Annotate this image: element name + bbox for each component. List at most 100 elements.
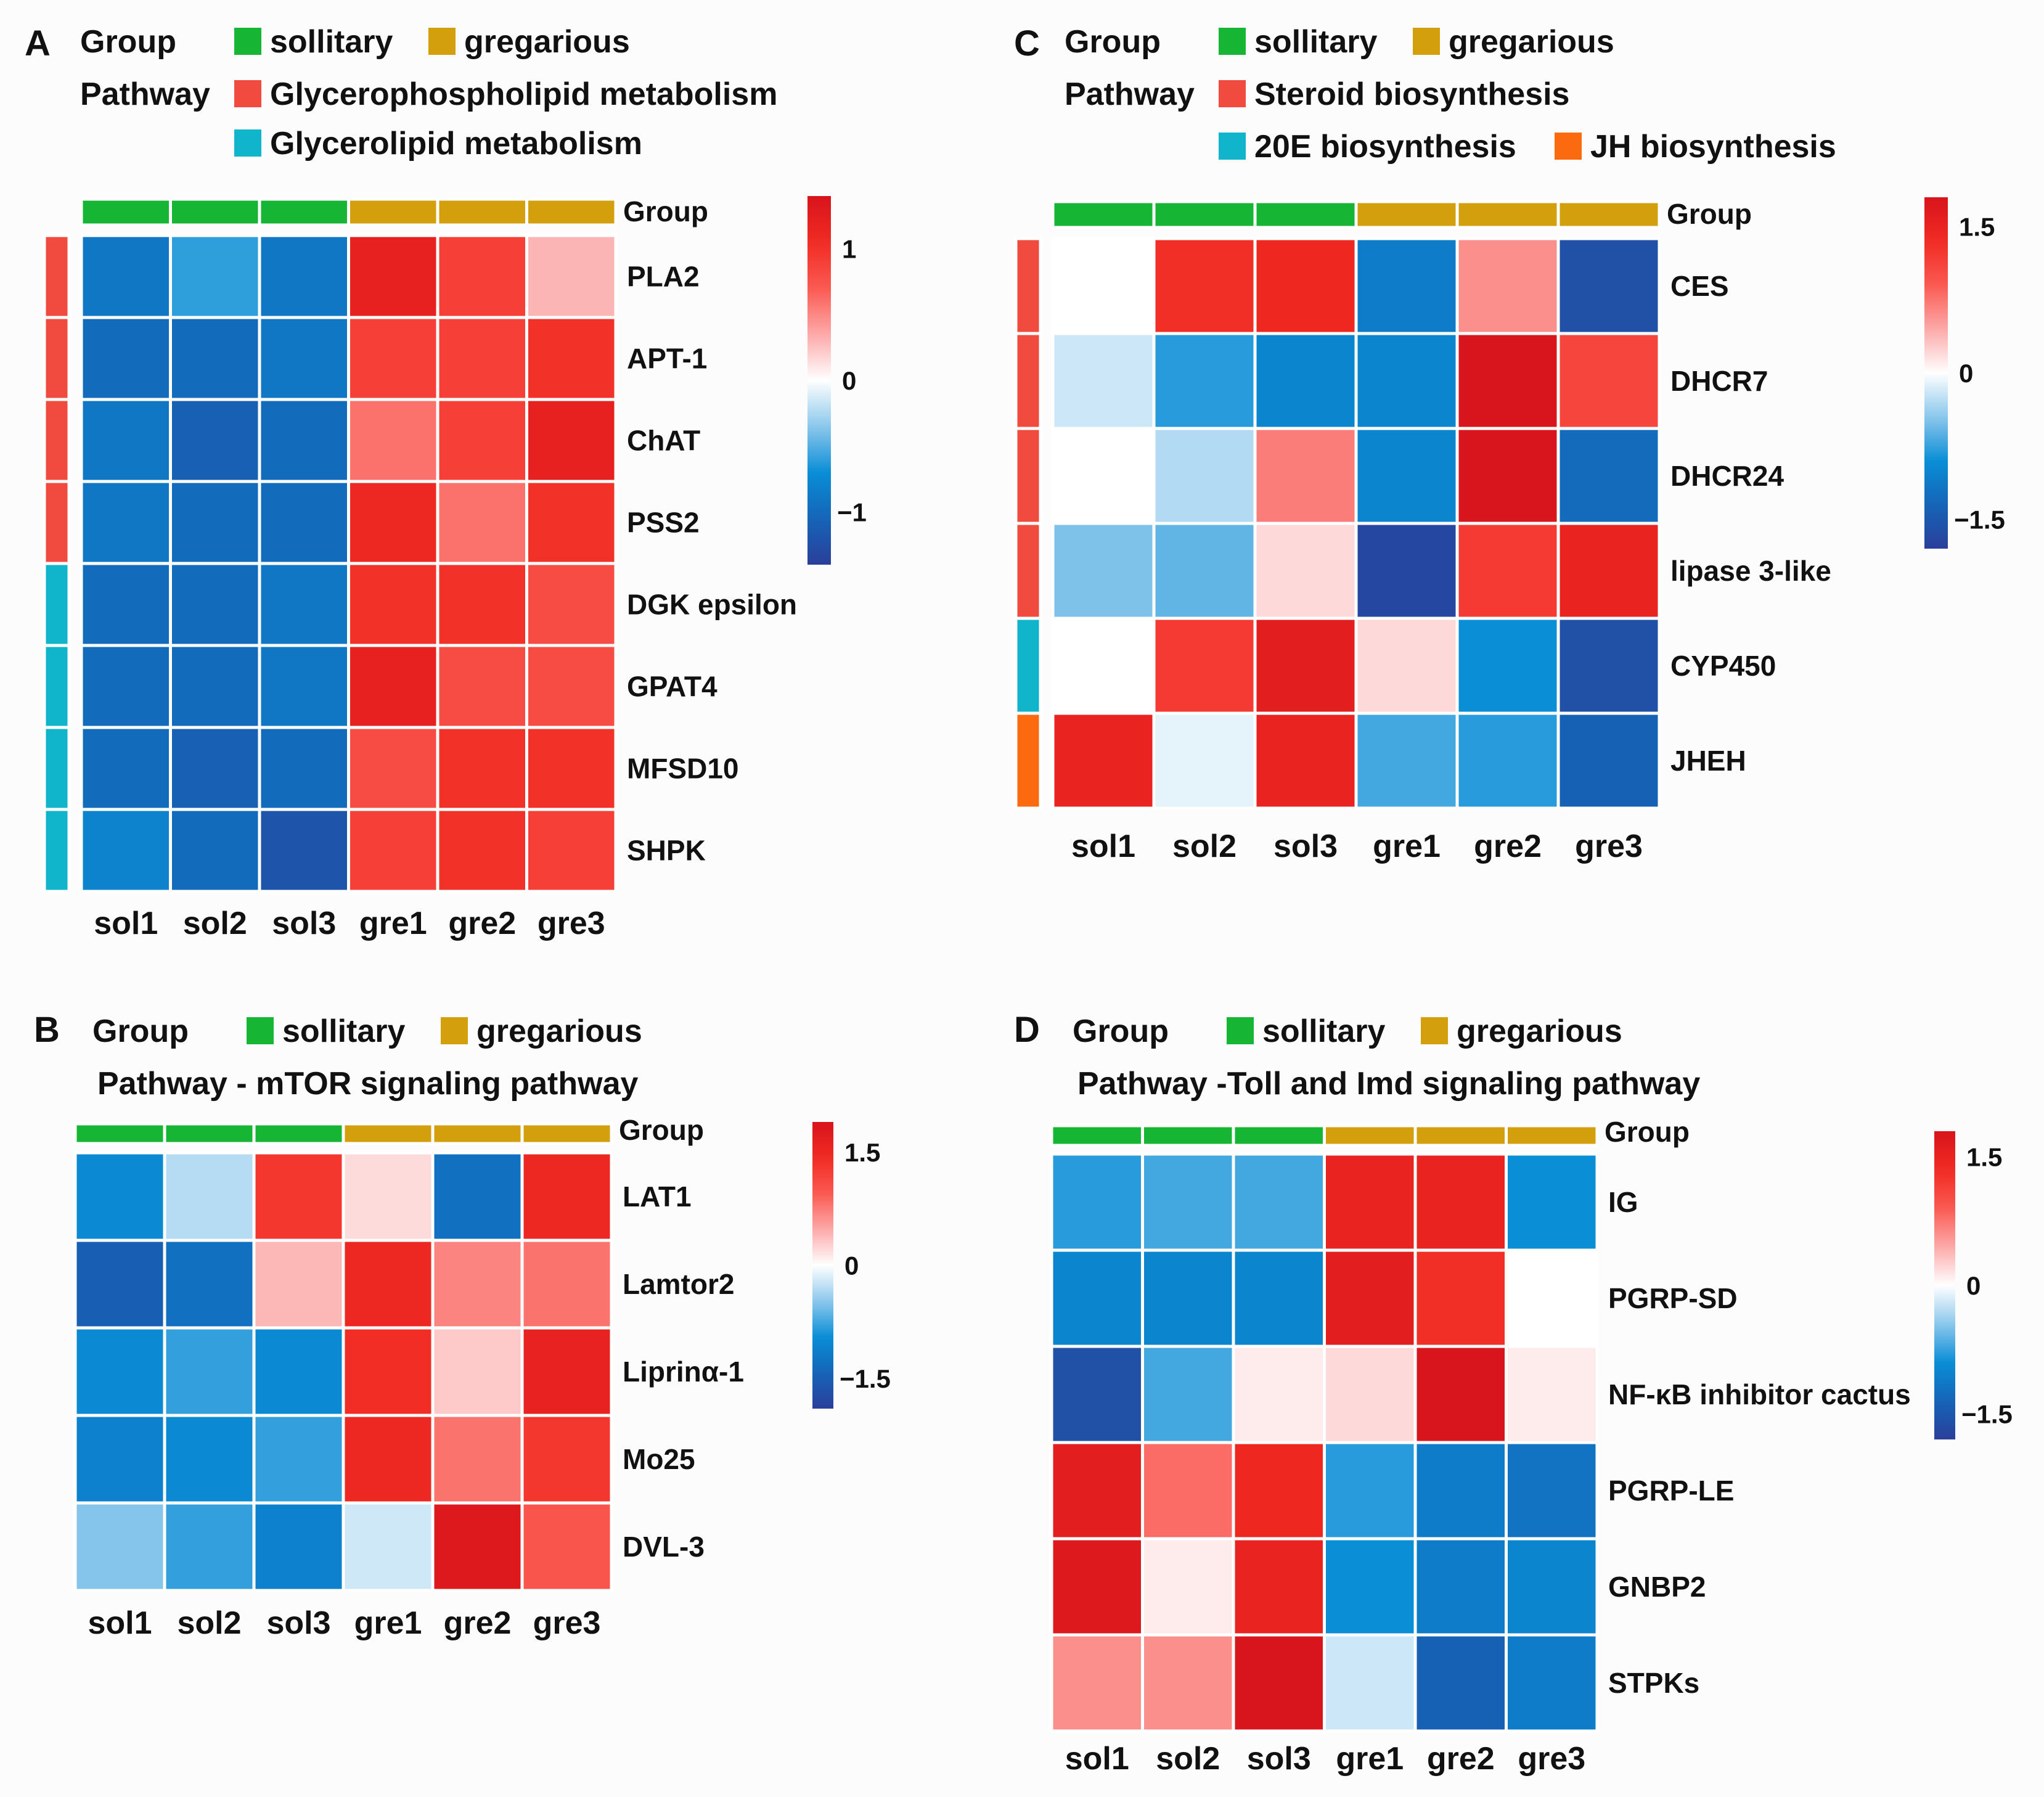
row-label: Liprinα-1: [623, 1356, 744, 1388]
heatmap-cell: [1141, 1152, 1235, 1252]
pathway-swatch: [1555, 133, 1582, 160]
heatmap-cell: [436, 726, 528, 811]
heatmap-cell: [431, 1501, 524, 1592]
group-bar-cell: [1556, 200, 1661, 229]
group-legend-title: Group: [1065, 24, 1161, 60]
heatmap-cell: [258, 480, 350, 565]
row-label: PGRP-SD: [1608, 1282, 1738, 1314]
colorbar: [1924, 197, 1948, 549]
heatmap-cell: [1141, 1345, 1235, 1444]
heatmap-cell: [1505, 1345, 1599, 1444]
heatmap-cell: [436, 644, 528, 729]
heatmap-cell: [1556, 522, 1661, 620]
heatmap-cell: [347, 316, 439, 401]
group-legend-title: Group: [80, 24, 176, 60]
heatmap-cell: [347, 808, 439, 893]
row-label: LAT1: [623, 1181, 692, 1213]
column-label: gre1: [1373, 829, 1441, 864]
heatmap-cell: [1323, 1537, 1417, 1637]
heatmap-cell: [347, 562, 439, 647]
heatmap-cell: [525, 480, 618, 565]
group-bar-cell: [73, 1122, 166, 1145]
heatmap-cell: [1050, 1633, 1144, 1733]
heatmap-cell: [169, 398, 261, 483]
heatmap-cell: [525, 316, 618, 401]
heatmap-cell: [525, 808, 618, 893]
heatmap-cell: [436, 808, 528, 893]
group-bar-cell: [1413, 1124, 1508, 1147]
pathway-annotation-cell: [43, 562, 71, 647]
heatmap-cell: [169, 644, 261, 729]
column-label: sol1: [1065, 1741, 1129, 1777]
heatmap-cell: [1232, 1345, 1326, 1444]
heatmap-cell: [1455, 237, 1560, 335]
panel-a: A Group sollitary gregarious Pathway Glycerop…: [25, 23, 867, 941]
heatmap-cell: [436, 316, 528, 401]
group-bar-cell: [80, 197, 172, 227]
pathway-title: Pathway - mTOR signaling pathway: [97, 1066, 639, 1102]
column-label: gre2: [1474, 829, 1542, 864]
column-label: sol2: [183, 906, 247, 941]
heatmap-cell: [80, 562, 172, 647]
pathway-annotation-cell: [43, 644, 71, 729]
heatmap-cell: [520, 1414, 613, 1505]
heatmap-cell: [347, 480, 439, 565]
colorbar-tick-label: 0: [844, 1251, 859, 1280]
row-label: JHEH: [1670, 745, 1746, 777]
heatmap-cell: [1556, 237, 1661, 335]
gregarious-swatch: [428, 28, 456, 55]
heatmap-cell: [258, 644, 350, 729]
row-label: GNBP2: [1608, 1571, 1706, 1603]
heatmap-cell: [1232, 1633, 1326, 1733]
heatmap-cell: [341, 1414, 435, 1505]
heatmap-cell: [73, 1151, 166, 1242]
heatmap-cell: [258, 562, 350, 647]
panel-letter: C: [1014, 23, 1040, 63]
heatmap-cell: [1556, 427, 1661, 525]
column-label: sol2: [1172, 829, 1237, 864]
heatmap-cell: [163, 1151, 256, 1242]
heatmap-cell: [1455, 427, 1560, 525]
heatmap-cell: [252, 1414, 345, 1505]
row-label: GPAT4: [627, 671, 717, 703]
group-bar-cell: [525, 197, 618, 227]
row-label: Mo25: [623, 1443, 695, 1475]
column-label: gre3: [1575, 829, 1643, 864]
heatmap-cell: [436, 480, 528, 565]
heatmap-cell: [1051, 427, 1156, 525]
colorbar-tick-label: 1.5: [844, 1138, 880, 1167]
heatmap-cell: [1141, 1537, 1235, 1637]
heatmap-cell: [258, 726, 350, 811]
gregarious-legend-label: gregarious: [476, 1013, 642, 1049]
pathway-legend-title: Pathway: [1065, 76, 1195, 112]
group-bar-cell: [258, 197, 350, 227]
pathway-legend-label: Glycerolipid metabolism: [270, 126, 642, 162]
group-bar-cell: [436, 197, 528, 227]
group-bar-cell: [1505, 1124, 1599, 1147]
heatmap-cell: [431, 1238, 524, 1330]
colorbar-tick-label: 1.5: [1959, 213, 1995, 242]
row-label: NF-κB inhibitor cactus: [1608, 1378, 1911, 1410]
pathway-annotation-cell: [43, 398, 71, 483]
heatmap-cell: [1051, 711, 1156, 810]
heatmap-cell: [1556, 616, 1661, 715]
heatmap-cell: [1455, 332, 1560, 430]
group-bar-cell: [169, 197, 261, 227]
colorbar-tick-label: −1.5: [840, 1364, 891, 1393]
heatmap-cell: [252, 1501, 345, 1592]
gregarious-legend-label: gregarious: [1457, 1013, 1622, 1049]
colorbar-tick-label: −1.5: [1954, 506, 2005, 534]
row-label: APT-1: [627, 343, 707, 375]
heatmap-cell: [1354, 616, 1459, 715]
heatmap-cell: [73, 1414, 166, 1505]
heatmap-cell: [252, 1238, 345, 1330]
pathway-swatch: [234, 129, 261, 157]
gregarious-swatch: [1421, 1017, 1448, 1044]
heatmap-cell: [525, 644, 618, 729]
heatmap-cell: [341, 1326, 435, 1417]
heatmap-cell: [1232, 1441, 1326, 1541]
heatmap-cell: [1141, 1248, 1235, 1348]
row-label: lipase 3-like: [1670, 555, 1831, 587]
heatmap-cell: [520, 1326, 613, 1417]
heatmap-cell: [1232, 1152, 1326, 1252]
